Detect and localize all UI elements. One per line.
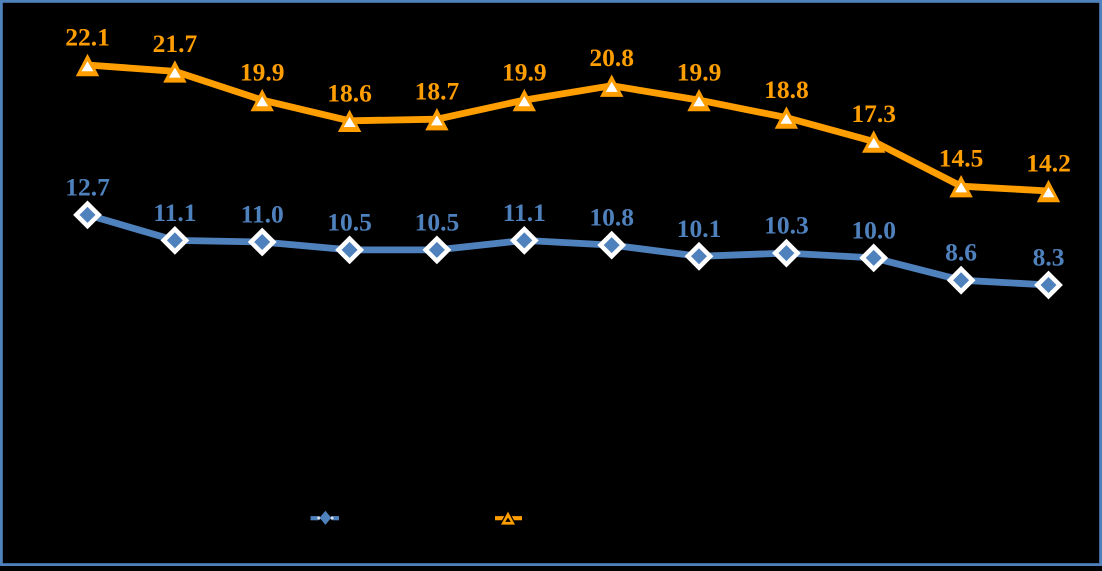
svg-text:12.7: 12.7 [65, 172, 110, 201]
svg-text:20.8: 20.8 [589, 43, 634, 72]
svg-text:19.9: 19.9 [240, 58, 285, 87]
svg-text:14.5: 14.5 [939, 144, 984, 173]
svg-text:11.0: 11.0 [241, 200, 284, 229]
svg-text:10.5: 10.5 [415, 207, 460, 236]
svg-text:10.8: 10.8 [589, 203, 634, 232]
svg-text:19.9: 19.9 [677, 58, 722, 87]
svg-text:18.7: 18.7 [415, 77, 460, 106]
svg-text:8.3: 8.3 [1033, 243, 1065, 272]
svg-text:10.3: 10.3 [764, 211, 809, 240]
svg-text:21.7: 21.7 [153, 29, 198, 58]
svg-text:19.9: 19.9 [502, 58, 547, 87]
svg-text:10.5: 10.5 [327, 207, 372, 236]
svg-text:14.2: 14.2 [1026, 149, 1071, 178]
svg-text:10.1: 10.1 [677, 214, 722, 243]
svg-text:22.1: 22.1 [65, 23, 110, 52]
svg-text:18.6: 18.6 [327, 78, 372, 107]
svg-text:11.1: 11.1 [153, 198, 196, 227]
svg-text:10.0: 10.0 [851, 215, 896, 244]
svg-text:11.1: 11.1 [503, 198, 546, 227]
svg-text:17.3: 17.3 [851, 99, 896, 128]
svg-text:18.8: 18.8 [764, 75, 809, 104]
svg-text:8.6: 8.6 [945, 238, 977, 267]
